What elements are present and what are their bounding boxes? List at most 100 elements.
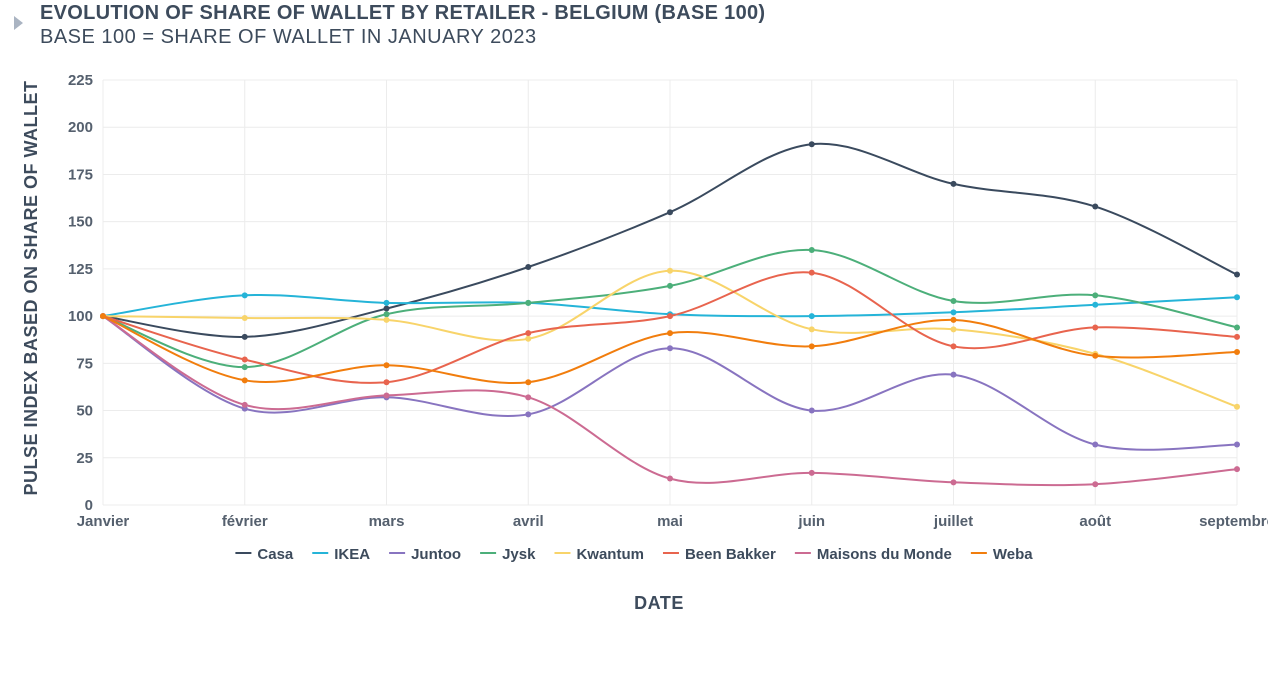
data-point-weba[interactable] — [100, 313, 106, 320]
data-point-juntoo[interactable] — [1234, 441, 1240, 448]
data-point-maisons-du-monde[interactable] — [808, 469, 815, 476]
x-tick-label: septembre — [1199, 513, 1268, 530]
data-point-been-bakker[interactable] — [1234, 333, 1240, 340]
y-tick-label: 200 — [68, 119, 93, 136]
y-tick-label: 150 — [68, 214, 93, 231]
data-point-kwantum[interactable] — [667, 267, 673, 274]
x-tick-label: juin — [797, 513, 825, 530]
data-point-juntoo[interactable] — [1092, 441, 1099, 448]
data-point-ikea[interactable] — [950, 309, 957, 316]
data-point-jysk[interactable] — [667, 282, 673, 289]
data-point-been-bakker[interactable] — [383, 379, 390, 386]
x-axis-ticks: Janvier février mars avril mai juin juillet aoû… — [77, 513, 1268, 530]
y-tick-label: 225 — [68, 72, 93, 89]
data-point-casa[interactable] — [950, 180, 957, 187]
data-point-been-bakker[interactable] — [1092, 324, 1099, 331]
data-point-kwantum[interactable] — [1234, 403, 1240, 410]
data-point-ikea[interactable] — [1092, 301, 1099, 308]
legend-label: Jysk — [502, 546, 536, 563]
legend-label: Weba — [993, 546, 1033, 563]
x-tick-label: février — [222, 513, 268, 530]
data-point-kwantum[interactable] — [950, 326, 957, 333]
data-point-casa[interactable] — [1092, 203, 1099, 210]
x-tick-label: juillet — [933, 513, 973, 530]
y-tick-label: 125 — [68, 261, 93, 278]
x-tick-label: mai — [657, 513, 683, 530]
data-point-jysk[interactable] — [950, 298, 957, 304]
data-point-juntoo[interactable] — [950, 371, 957, 378]
legend-label: IKEA — [334, 546, 370, 563]
x-axis-title: DATE — [634, 593, 684, 613]
data-point-maisons-du-monde[interactable] — [241, 401, 248, 408]
y-tick-label: 25 — [76, 450, 93, 467]
data-point-ikea[interactable] — [808, 313, 815, 320]
data-point-jysk[interactable] — [241, 364, 248, 371]
legend-label: Casa — [257, 546, 294, 563]
data-point-casa[interactable] — [808, 141, 815, 148]
data-point-casa[interactable] — [1234, 271, 1240, 278]
data-point-jysk[interactable] — [525, 299, 532, 306]
y-tick-label: 175 — [68, 166, 93, 183]
data-point-weba[interactable] — [383, 362, 390, 369]
data-point-kwantum[interactable] — [808, 326, 815, 333]
data-point-jysk[interactable] — [1092, 292, 1099, 299]
data-point-been-bakker[interactable] — [950, 343, 957, 350]
series-line-maisons-du-monde[interactable] — [102, 315, 1238, 487]
data-point-juntoo[interactable] — [525, 411, 532, 418]
chart-title: EVOLUTION OF SHARE OF WALLET BY RETAILER… — [40, 2, 766, 24]
legend: Casa IKEA Juntoo Jysk Kwantum Been Bakker Mais… — [235, 546, 1033, 563]
data-point-casa[interactable] — [383, 305, 390, 312]
series-weba[interactable] — [100, 313, 1240, 386]
data-point-ikea[interactable] — [383, 299, 390, 306]
legend-item-casa[interactable]: Casa — [235, 546, 294, 563]
legend-label: Kwantum — [576, 546, 644, 563]
data-point-maisons-du-monde[interactable] — [525, 394, 532, 401]
data-point-maisons-du-monde[interactable] — [1234, 466, 1240, 473]
data-point-been-bakker[interactable] — [808, 269, 815, 276]
data-point-maisons-du-monde[interactable] — [1092, 481, 1099, 488]
legend-item-kwantum[interactable]: Kwantum — [554, 546, 644, 563]
series-layer — [100, 141, 1240, 488]
data-point-juntoo[interactable] — [808, 407, 815, 414]
series-maisons-du-monde[interactable] — [100, 313, 1240, 488]
caret-right-icon[interactable] — [14, 16, 23, 30]
data-point-kwantum[interactable] — [241, 315, 248, 321]
data-point-ikea[interactable] — [241, 292, 248, 299]
data-point-juntoo[interactable] — [667, 345, 673, 352]
data-point-maisons-du-monde[interactable] — [383, 392, 390, 399]
x-tick-label: avril — [513, 513, 544, 530]
data-point-kwantum[interactable] — [525, 335, 532, 342]
data-point-casa[interactable] — [241, 333, 248, 340]
data-point-jysk[interactable] — [808, 247, 815, 253]
data-point-kwantum[interactable] — [383, 316, 390, 323]
data-point-weba[interactable] — [1092, 352, 1099, 359]
y-tick-label: 75 — [76, 355, 93, 372]
legend-item-weba[interactable]: Weba — [970, 546, 1033, 563]
data-point-been-bakker[interactable] — [667, 313, 673, 320]
legend-item-maisons-du-monde[interactable]: Maisons du Monde — [794, 546, 952, 563]
legend-item-been-bakker[interactable]: Been Bakker — [662, 546, 776, 563]
data-point-casa[interactable] — [525, 264, 532, 270]
data-point-been-bakker[interactable] — [525, 330, 532, 337]
data-point-jysk[interactable] — [1234, 324, 1240, 331]
data-point-maisons-du-monde[interactable] — [667, 475, 673, 482]
x-tick-label: Janvier — [77, 513, 130, 530]
data-point-weba[interactable] — [525, 379, 532, 386]
data-point-ikea[interactable] — [1234, 294, 1240, 301]
data-point-weba[interactable] — [241, 377, 248, 384]
data-point-been-bakker[interactable] — [241, 356, 248, 363]
legend-item-juntoo[interactable]: Juntoo — [389, 546, 461, 563]
data-point-weba[interactable] — [667, 330, 673, 337]
grid-layer — [102, 79, 1238, 506]
y-axis-ticks: 0 25 50 75 100 125 150 175 200 225 — [68, 72, 93, 514]
data-point-weba[interactable] — [950, 316, 957, 323]
data-point-weba[interactable] — [1234, 349, 1240, 355]
legend-item-jysk[interactable]: Jysk — [480, 546, 536, 563]
data-point-weba[interactable] — [808, 343, 815, 350]
legend-item-ikea[interactable]: IKEA — [312, 546, 370, 563]
data-point-maisons-du-monde[interactable] — [950, 479, 957, 486]
data-point-jysk[interactable] — [383, 311, 390, 318]
x-tick-label: mars — [369, 513, 405, 530]
data-point-casa[interactable] — [667, 209, 673, 216]
